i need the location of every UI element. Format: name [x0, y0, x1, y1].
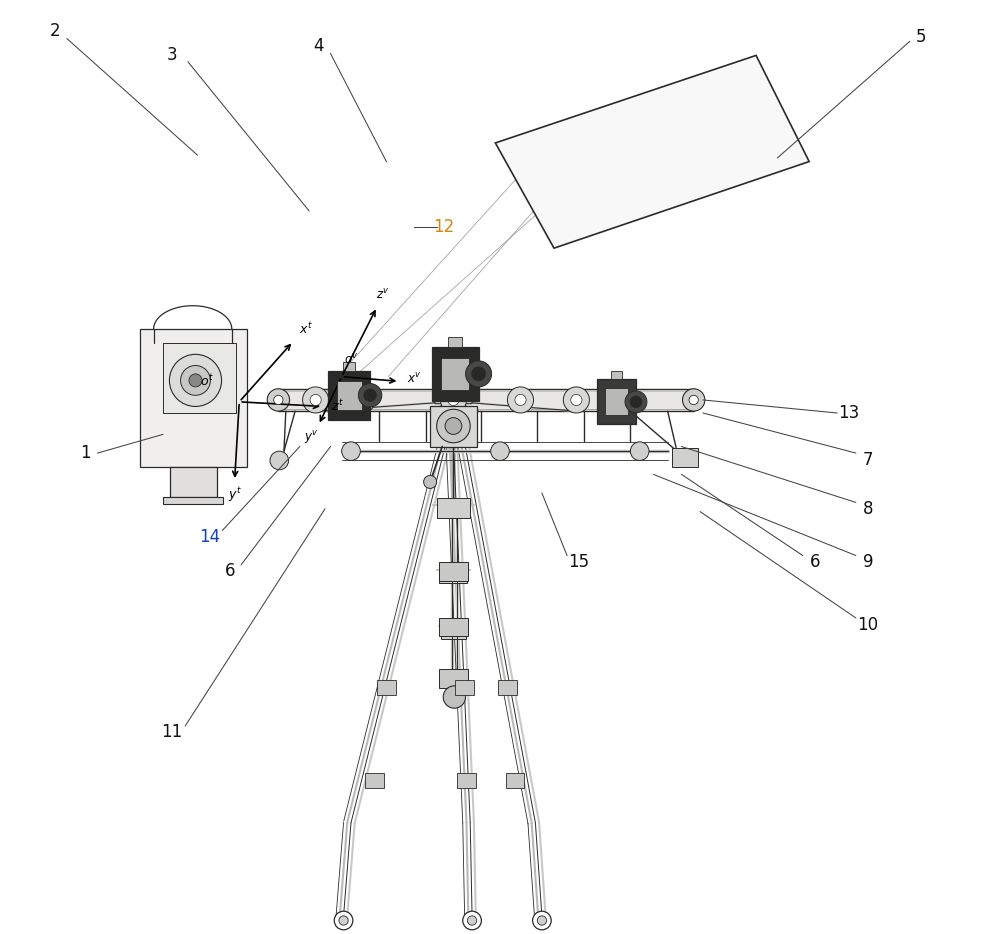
- Bar: [439, 563, 467, 584]
- Circle shape: [342, 442, 360, 460]
- Text: $o^v$: $o^v$: [344, 353, 358, 367]
- Text: 15: 15: [569, 553, 590, 571]
- Circle shape: [358, 384, 382, 407]
- Circle shape: [364, 389, 376, 402]
- Bar: [439, 618, 468, 636]
- Polygon shape: [337, 381, 362, 410]
- Bar: [441, 619, 466, 639]
- Text: 7: 7: [863, 450, 873, 469]
- Circle shape: [267, 389, 290, 411]
- Circle shape: [466, 361, 492, 387]
- Text: 2: 2: [50, 22, 60, 40]
- Circle shape: [617, 394, 629, 405]
- Text: 4: 4: [313, 37, 324, 55]
- Text: $z^t$: $z^t$: [331, 399, 343, 415]
- Bar: [377, 680, 396, 695]
- Circle shape: [571, 394, 582, 405]
- Circle shape: [442, 411, 465, 433]
- Circle shape: [563, 387, 589, 413]
- Circle shape: [357, 394, 368, 405]
- Circle shape: [507, 387, 534, 413]
- Text: 3: 3: [167, 47, 178, 64]
- Bar: [439, 669, 468, 687]
- Polygon shape: [170, 467, 217, 497]
- Circle shape: [274, 395, 283, 404]
- Circle shape: [437, 409, 470, 443]
- Text: 13: 13: [839, 404, 860, 422]
- Circle shape: [515, 394, 526, 405]
- Circle shape: [181, 365, 210, 395]
- Text: 14: 14: [199, 528, 220, 545]
- Bar: [457, 773, 476, 788]
- Circle shape: [169, 354, 222, 406]
- Circle shape: [533, 912, 551, 930]
- Circle shape: [445, 417, 462, 434]
- Bar: [611, 372, 622, 379]
- Text: $y^v$: $y^v$: [304, 429, 319, 446]
- Bar: [506, 773, 524, 788]
- Circle shape: [625, 390, 647, 413]
- Circle shape: [339, 916, 348, 926]
- Text: 10: 10: [857, 616, 878, 634]
- Polygon shape: [140, 329, 247, 467]
- Bar: [455, 680, 474, 695]
- Circle shape: [683, 389, 705, 411]
- Circle shape: [440, 387, 466, 413]
- Polygon shape: [495, 55, 809, 248]
- Circle shape: [689, 395, 698, 404]
- Bar: [448, 337, 462, 347]
- Circle shape: [630, 396, 642, 407]
- Text: 8: 8: [863, 500, 873, 518]
- Circle shape: [303, 387, 329, 413]
- Text: 6: 6: [810, 553, 820, 571]
- Polygon shape: [163, 343, 236, 413]
- Circle shape: [310, 394, 321, 405]
- Polygon shape: [163, 497, 223, 504]
- Circle shape: [270, 451, 289, 470]
- Text: $x^t$: $x^t$: [299, 321, 313, 337]
- Text: $o^t$: $o^t$: [200, 374, 214, 389]
- Text: $y^t$: $y^t$: [228, 486, 242, 504]
- Polygon shape: [435, 383, 472, 403]
- Circle shape: [448, 394, 459, 405]
- Circle shape: [424, 475, 437, 488]
- Polygon shape: [605, 389, 628, 416]
- Circle shape: [610, 387, 636, 413]
- Bar: [439, 562, 468, 581]
- Polygon shape: [430, 405, 477, 446]
- Bar: [365, 773, 384, 788]
- Circle shape: [630, 442, 649, 460]
- Text: 12: 12: [434, 218, 455, 235]
- Text: 1: 1: [80, 444, 91, 462]
- Polygon shape: [278, 389, 694, 411]
- Text: 11: 11: [162, 724, 183, 742]
- Circle shape: [467, 916, 477, 926]
- Polygon shape: [441, 358, 469, 390]
- Text: $x^v$: $x^v$: [407, 372, 422, 386]
- Text: 5: 5: [916, 28, 926, 46]
- Circle shape: [349, 387, 375, 413]
- Bar: [343, 362, 355, 371]
- Circle shape: [189, 374, 202, 387]
- Polygon shape: [432, 347, 479, 401]
- Circle shape: [463, 912, 481, 930]
- Circle shape: [537, 916, 547, 926]
- Text: $z^v$: $z^v$: [376, 288, 390, 302]
- Bar: [498, 680, 517, 695]
- Polygon shape: [328, 371, 370, 419]
- Circle shape: [491, 442, 509, 460]
- Bar: [437, 498, 470, 518]
- Polygon shape: [597, 379, 636, 424]
- Bar: [672, 448, 698, 467]
- Circle shape: [334, 912, 353, 930]
- Circle shape: [443, 686, 466, 708]
- Text: 6: 6: [225, 562, 235, 580]
- Circle shape: [433, 402, 474, 443]
- Text: 9: 9: [863, 553, 873, 571]
- Circle shape: [472, 367, 486, 381]
